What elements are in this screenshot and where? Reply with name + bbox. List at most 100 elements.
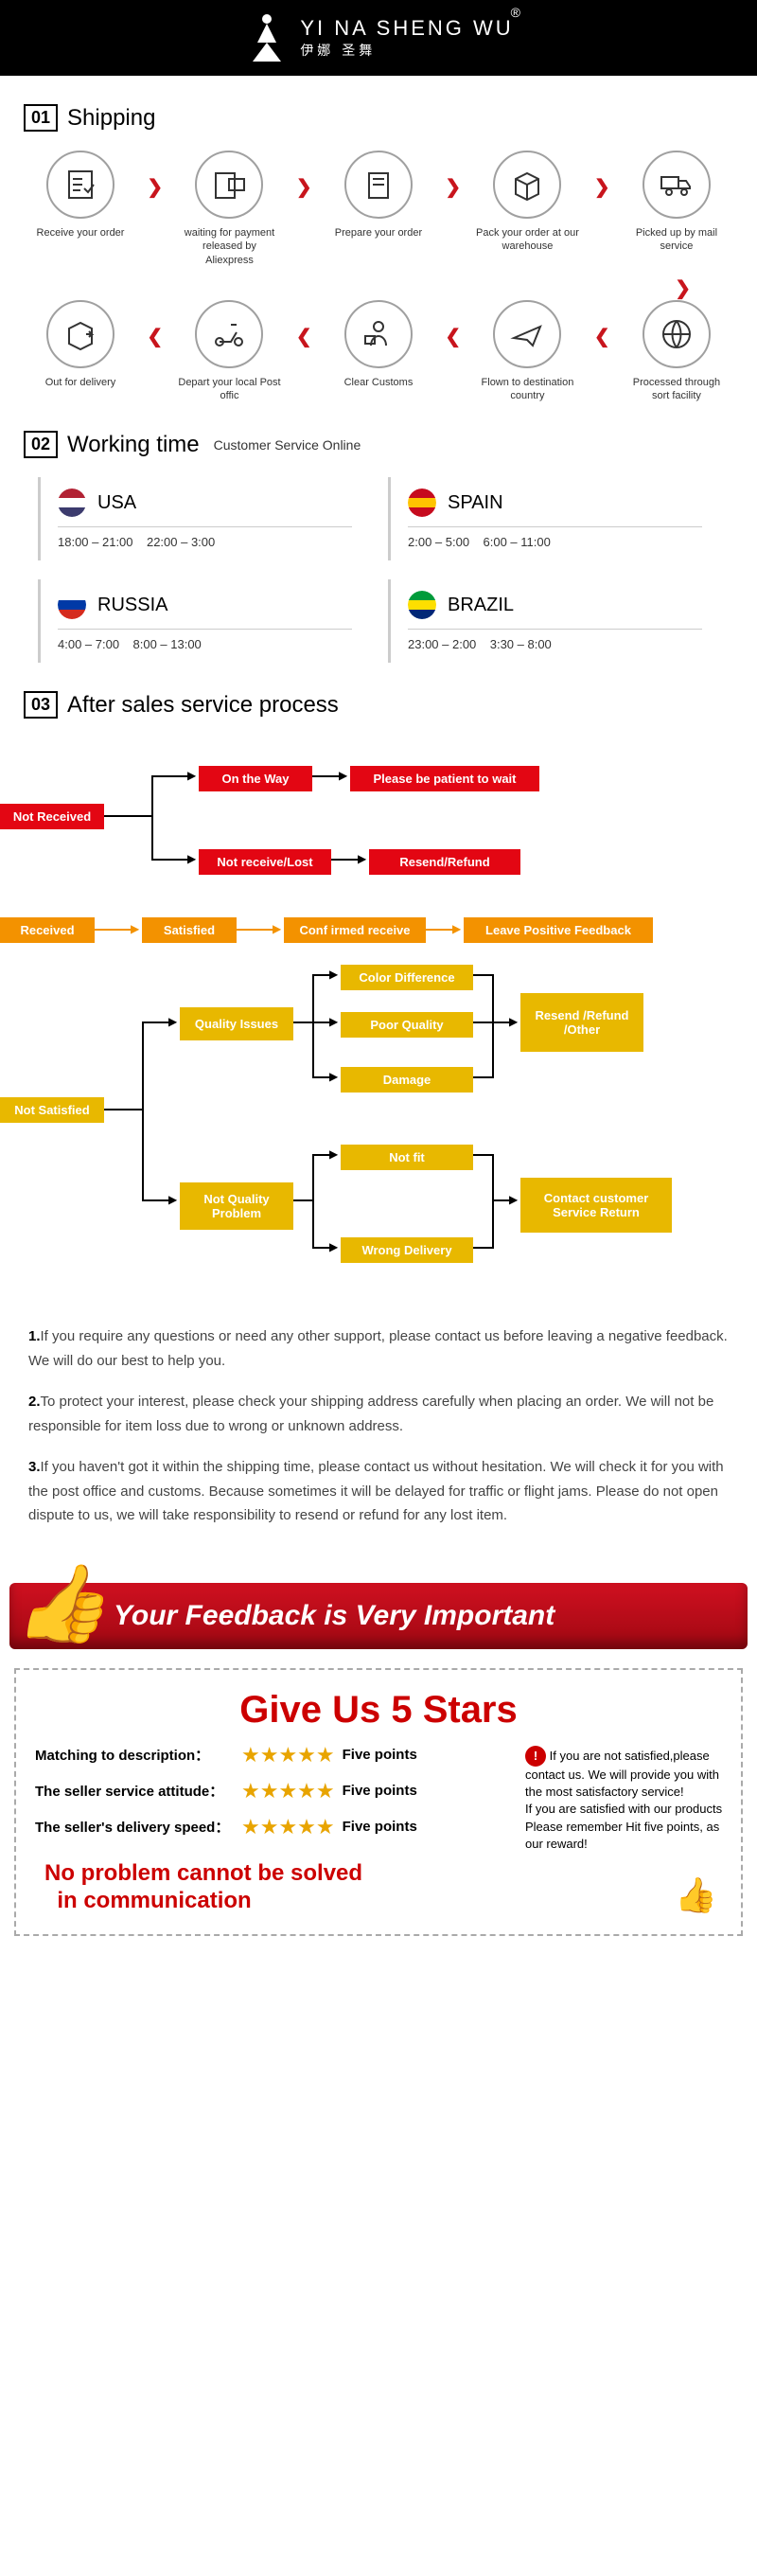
chevron-left-icon: ❮ — [445, 325, 461, 348]
chevron-right-icon: ❯ — [445, 175, 461, 199]
stars-label: The seller's delivery speed： — [35, 1817, 234, 1837]
section-num: 02 — [24, 431, 58, 458]
shipping-row-2: Out for delivery ❮ Depart your local Pos… — [0, 300, 757, 403]
box-satisfied: Satisfied — [142, 917, 237, 943]
chevron-down-icon: ❯ — [0, 276, 757, 300]
box-resend-refund-other: Resend /Refund /Other — [520, 993, 643, 1052]
note-text: To protect your interest, please check y… — [28, 1394, 713, 1434]
brand-header: YI NA SHENG WU 伊娜 圣舞 ® — [0, 0, 757, 76]
ship-step: Processed through sort facility — [625, 300, 729, 403]
section-title: Working time — [67, 432, 200, 458]
chevron-left-icon: ❮ — [594, 325, 610, 348]
chevron-left-icon: ❮ — [296, 325, 312, 348]
ship-label: Prepare your order — [335, 226, 422, 240]
box-not-receive-lost: Not receive/Lost — [199, 849, 331, 875]
box-color-diff: Color Difference — [341, 965, 473, 990]
give-5-stars-title: Give Us 5 Stars — [35, 1689, 722, 1732]
box-damage: Damage — [341, 1067, 473, 1093]
section-title: After sales service process — [67, 692, 339, 719]
box-resend-refund: Resend/Refund — [369, 849, 520, 875]
five-stars-icon: ★★★★★ — [241, 1815, 335, 1839]
ship-step: Flown to destination country — [475, 300, 579, 403]
plane-icon — [508, 315, 546, 353]
working-time-card: USA 18:00 – 21:00 22:00 – 3:00 — [38, 477, 369, 560]
section-subtitle: Customer Service Online — [214, 437, 361, 453]
payment-icon — [210, 166, 248, 204]
service-notes: 1.If you require any questions or need a… — [0, 1306, 757, 1564]
five-stars-icon: ★★★★★ — [241, 1779, 335, 1803]
country-name: SPAIN — [448, 492, 503, 514]
section-workingtime-head: 02 Working time Customer Service Online — [24, 431, 733, 458]
ship-label: Flown to destination country — [475, 376, 579, 403]
five-stars-icon: ★★★★★ — [241, 1743, 335, 1768]
stars-label: The seller service attitude： — [35, 1781, 234, 1801]
thumb-up-small-icon: 👍 — [675, 1875, 717, 1915]
brand-title-en: YI NA SHENG WU — [300, 16, 513, 41]
ship-label: Processed through sort facility — [625, 376, 729, 403]
box-wrong-delivery: Wrong Delivery — [341, 1237, 473, 1263]
out-delivery-icon — [62, 315, 99, 353]
ship-label: Picked up by mail service — [625, 226, 729, 254]
ship-label: Depart your local Post offic — [177, 376, 281, 403]
working-times: 18:00 – 21:00 22:00 – 3:00 — [58, 526, 352, 549]
chevron-left-icon: ❮ — [147, 325, 163, 348]
dancer-logo-icon — [243, 9, 290, 66]
country-name: BRAZIL — [448, 595, 514, 616]
box-quality-issues: Quality Issues — [180, 1007, 293, 1040]
note-num: 1. — [28, 1328, 41, 1344]
ship-step: Pack your order at our warehouse — [475, 151, 579, 254]
country-name: USA — [97, 492, 136, 514]
ship-step: Clear Customs — [326, 300, 431, 389]
section-aftersales-head: 03 After sales service process — [24, 691, 733, 719]
box-icon — [508, 166, 546, 204]
ship-label: Pack your order at our warehouse — [475, 226, 579, 254]
section-num: 01 — [24, 104, 58, 132]
box-not-quality: Not Quality Problem — [180, 1182, 293, 1230]
customs-icon — [360, 315, 397, 353]
exclaim-icon: ! — [525, 1746, 546, 1767]
section-num: 03 — [24, 691, 58, 719]
flag-icon — [58, 591, 86, 619]
box-leave-feedback: Leave Positive Feedback — [464, 917, 653, 943]
working-times: 23:00 – 2:00 3:30 – 8:00 — [408, 629, 702, 651]
ship-step: waiting for payment released by Aliexpre… — [177, 151, 281, 267]
section-shipping-head: 01 Shipping — [24, 104, 733, 132]
ship-label: Receive your order — [37, 226, 125, 240]
five-stars-box: Give Us 5 Stars Matching to description：… — [14, 1668, 743, 1936]
country-name: RUSSIA — [97, 595, 167, 616]
prepare-icon — [360, 166, 397, 204]
box-not-satisfied: Not Satisfied — [0, 1097, 104, 1123]
ship-step: Prepare your order — [326, 151, 431, 240]
feedback-banner: 👍 Your Feedback is Very Important — [9, 1583, 748, 1649]
note-num: 2. — [28, 1394, 41, 1410]
scooter-icon — [210, 315, 248, 353]
note-num: 3. — [28, 1459, 41, 1475]
ship-step: Receive your order — [28, 151, 132, 240]
working-times: 2:00 – 5:00 6:00 – 11:00 — [408, 526, 702, 549]
stars-label: Matching to description： — [35, 1745, 234, 1765]
ship-step: Depart your local Post offic — [177, 300, 281, 403]
box-not-received: Not Received — [0, 804, 104, 829]
working-time-grid: USA 18:00 – 21:00 22:00 – 3:00 SPAIN 2:0… — [0, 477, 757, 663]
side-note: ! If you are not satisfied,please contac… — [525, 1746, 724, 1853]
flag-icon — [408, 489, 436, 517]
chevron-right-icon: ❯ — [296, 175, 312, 199]
registered-mark: ® — [511, 5, 520, 20]
brand-title-cn: 伊娜 圣舞 — [300, 41, 513, 60]
box-on-the-way: On the Way — [199, 766, 312, 791]
note-text: If you haven't got it within the shippin… — [28, 1459, 724, 1523]
feedback-banner-text: Your Feedback is Very Important — [114, 1600, 555, 1631]
ship-step: Out for delivery — [28, 300, 132, 389]
chevron-right-icon: ❯ — [147, 175, 163, 199]
five-points-text: Five points — [343, 1783, 417, 1799]
box-confirmed: Conf irmed receive — [284, 917, 426, 943]
no-problem-text: No problem cannot be solved in communica… — [35, 1851, 722, 1915]
thumb-up-icon: 👍 — [14, 1559, 109, 1648]
working-time-card: SPAIN 2:00 – 5:00 6:00 – 11:00 — [388, 477, 719, 560]
box-not-fit: Not fit — [341, 1145, 473, 1170]
flag-icon — [408, 591, 436, 619]
ship-label: Out for delivery — [45, 376, 116, 389]
box-patient: Please be patient to wait — [350, 766, 539, 791]
box-poor-quality: Poor Quality — [341, 1012, 473, 1038]
ship-label: waiting for payment released by Aliexpre… — [177, 226, 281, 267]
